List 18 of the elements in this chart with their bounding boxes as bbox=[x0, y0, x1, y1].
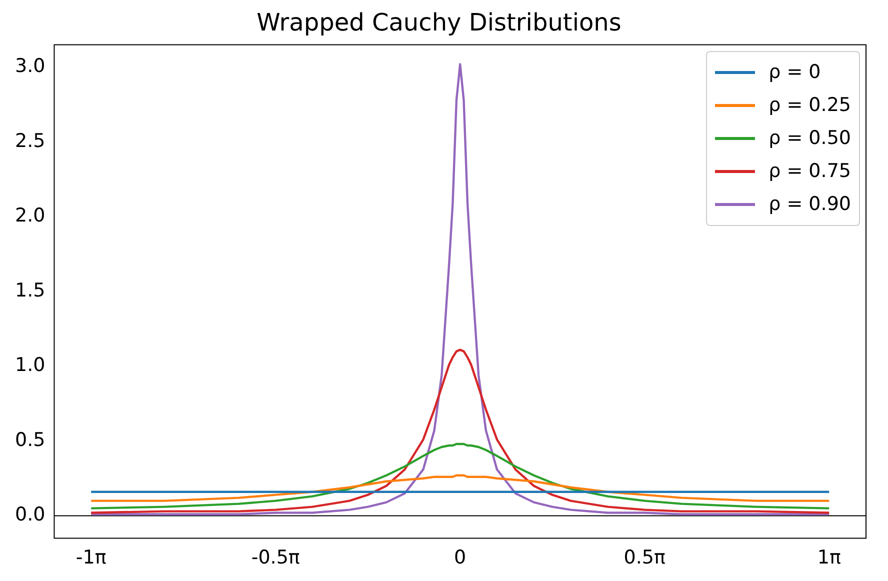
y-tick-label: 2.0 bbox=[15, 204, 46, 227]
chart-title: Wrapped Cauchy Distributions bbox=[256, 8, 622, 37]
y-tick-label: 3.0 bbox=[15, 55, 46, 78]
y-tick-label: 0.0 bbox=[15, 504, 46, 526]
legend-label: ρ = 0.90 bbox=[768, 193, 851, 216]
legend-label: ρ = 0.25 bbox=[768, 94, 851, 116]
legend-label: ρ = 0.50 bbox=[768, 127, 851, 150]
x-tick-label: 0.5π bbox=[624, 546, 666, 569]
y-tick-label: 1.0 bbox=[15, 354, 46, 376]
legend-label: ρ = 0 bbox=[768, 61, 821, 84]
x-tick-label: 0 bbox=[454, 546, 466, 569]
x-tick-label: 1π bbox=[817, 546, 841, 569]
y-tick-label: 0.5 bbox=[15, 428, 46, 451]
y-tick-label: 2.5 bbox=[15, 130, 46, 152]
legend-label: ρ = 0.75 bbox=[768, 160, 851, 182]
x-tick-label: -1π bbox=[76, 546, 106, 569]
x-tick-label: -0.5π bbox=[251, 546, 300, 569]
y-tick-label: 1.5 bbox=[15, 279, 46, 302]
